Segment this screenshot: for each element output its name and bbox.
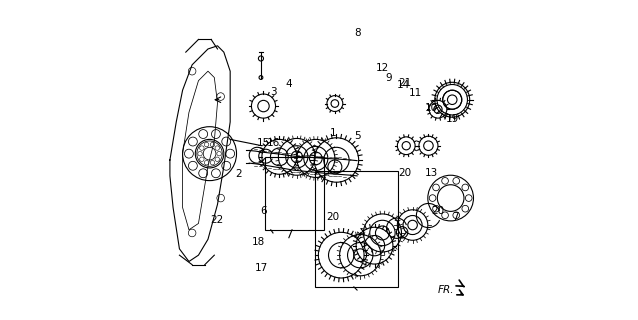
Text: 9: 9 xyxy=(385,73,392,83)
Text: 13: 13 xyxy=(425,168,438,178)
Text: 11: 11 xyxy=(409,88,422,98)
Text: 21: 21 xyxy=(399,78,412,88)
Text: 4: 4 xyxy=(286,79,292,89)
Text: 17: 17 xyxy=(255,263,269,273)
Text: FR.: FR. xyxy=(438,285,454,295)
Text: 16: 16 xyxy=(267,138,279,148)
Text: 10: 10 xyxy=(425,103,438,113)
Text: 18: 18 xyxy=(252,237,265,247)
Text: 1: 1 xyxy=(330,128,337,138)
Text: 12: 12 xyxy=(376,63,389,73)
Text: 2: 2 xyxy=(235,169,241,179)
Text: 15: 15 xyxy=(257,138,270,148)
Text: 20: 20 xyxy=(431,206,445,216)
Text: 5: 5 xyxy=(353,131,360,141)
Text: 20: 20 xyxy=(327,212,340,222)
Text: 22: 22 xyxy=(211,215,223,225)
Text: 6: 6 xyxy=(260,206,267,216)
Text: 3: 3 xyxy=(270,87,276,97)
Text: 20: 20 xyxy=(398,168,412,178)
Text: 8: 8 xyxy=(353,28,360,38)
Text: 7: 7 xyxy=(452,212,459,222)
Text: 19: 19 xyxy=(445,114,459,124)
Text: 14: 14 xyxy=(396,80,410,91)
